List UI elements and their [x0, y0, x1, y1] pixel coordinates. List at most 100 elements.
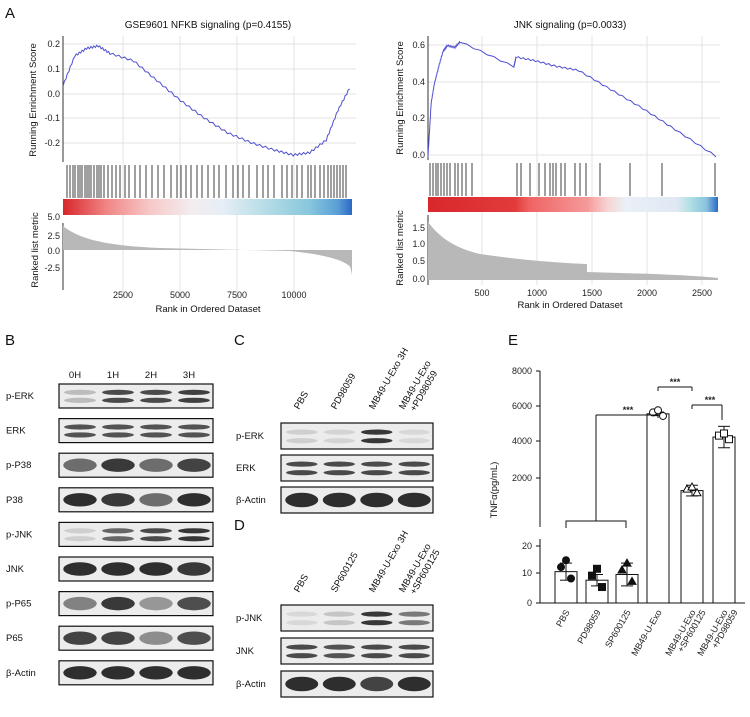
blot-d-lane-labels: PBS SP600125 MB49-U-Exo 3H MB49-U-Exo +S… [292, 529, 442, 597]
blot-band [63, 562, 97, 576]
blot-band [286, 644, 318, 650]
blot-band [178, 528, 210, 534]
panel-e-upper-tick: 8000 [512, 366, 532, 376]
panel-e-sig-label: *** [623, 405, 634, 415]
gsea-right: JNK signaling (p=0.0033) 0.6 0.4 0.2 0.0… [395, 20, 720, 311]
gsea-left-x-tick: 5000 [170, 290, 190, 300]
blot-band [177, 493, 211, 507]
panel-e-datapoint [692, 487, 702, 497]
blot-band [323, 470, 355, 476]
blot-band [323, 653, 355, 659]
blot-strip [280, 604, 434, 632]
blot-row-label: P65 [6, 633, 23, 644]
blot-band [398, 653, 430, 659]
panel-e-bar [680, 490, 704, 604]
blot-band [63, 596, 97, 611]
blot-b-time-label: 1H [107, 370, 119, 381]
blot-band [322, 676, 356, 692]
panel-e-datapoint [654, 406, 662, 415]
gsea-right-metric-area [428, 222, 718, 280]
panel-e-x-label: MB49-U-Exo [629, 608, 663, 658]
blot-row-label: p-ERK [236, 431, 265, 442]
blot-band [101, 493, 135, 507]
blot-band [102, 528, 134, 534]
panel-label-c: C [234, 332, 245, 349]
gsea-right-metric-tick: 0.5 [412, 256, 425, 266]
blot-b: p-ERK ERK p-P38 P38 p-JNK JNK p-P65 P65 β-Actin [6, 383, 214, 686]
panel-e-datapoint [598, 583, 606, 592]
blot-d-lane-label: SP600125 [329, 551, 361, 595]
blot-band [323, 620, 355, 626]
panel-e-x-label: PBS [554, 608, 572, 629]
blot-band [63, 493, 97, 507]
blot-band [63, 631, 97, 645]
blot-band [361, 644, 393, 650]
panel-e-ylabel: TNFα(pg/mL) [489, 462, 500, 519]
blot-band [398, 470, 430, 476]
panel-e-brackets [565, 386, 723, 528]
blot-band [63, 666, 97, 680]
gsea-left-xlabel: Rank in Ordered Dataset [155, 304, 260, 315]
blot-strip [280, 422, 434, 450]
gsea-left-hit-ticks [66, 165, 347, 198]
blot-band [139, 631, 173, 645]
blot-band [177, 562, 211, 576]
panel-e-bar [646, 413, 670, 604]
blot-band [140, 528, 172, 534]
blot-band [398, 461, 430, 467]
blot-band [286, 470, 318, 476]
blot-band [101, 666, 135, 680]
gsea-left-x-tick: 2500 [113, 290, 133, 300]
panel-e-datapoint [725, 435, 733, 444]
blot-band [139, 596, 173, 611]
panel-e-datapoint [687, 482, 697, 491]
blot-band [102, 424, 134, 430]
blot-band [322, 492, 356, 508]
blot-band [398, 644, 430, 650]
panel-e-upper-tick: 4000 [512, 436, 532, 446]
gsea-left-es-tick: 0.1 [47, 64, 60, 74]
blot-row-label: β-Actin [236, 495, 266, 506]
blot-band [398, 620, 430, 626]
panel-e-datapoint [627, 576, 637, 585]
blot-b-time-label: 2H [145, 370, 157, 381]
panel-e-sig-label: *** [705, 395, 716, 405]
panel-e-sig-label: *** [670, 377, 681, 387]
gsea-right-metric-tick: 1.5 [412, 223, 425, 233]
panel-e-datapoint [567, 574, 575, 583]
blot-band [140, 424, 172, 430]
blot-band [398, 438, 430, 444]
panel-e-datapoint [562, 556, 570, 565]
panel-e-upper-tick: 6000 [512, 401, 532, 411]
blot-band [178, 536, 210, 542]
gsea-right-x-tick: 1000 [527, 288, 547, 298]
gsea-right-metric-tick: 0.0 [412, 274, 425, 284]
blot-band [140, 389, 172, 395]
panel-e-datapoint [622, 558, 632, 567]
panel-e-lower-tick: 0 [527, 598, 532, 608]
gsea-right-metric-tick: 1.0 [412, 239, 425, 249]
gsea-right-xlabel: Rank in Ordered Dataset [517, 300, 622, 311]
blot-strip [280, 637, 434, 665]
blot-band [361, 470, 393, 476]
gsea-left-es-line [62, 44, 350, 157]
gsea-right-es-tick: 0.6 [412, 40, 425, 50]
blot-band [323, 429, 355, 435]
blot-band [361, 653, 393, 659]
blot-band [64, 397, 96, 403]
blot-band [323, 611, 355, 617]
blot-band [323, 438, 355, 444]
blot-band [140, 432, 172, 438]
blot-band [323, 461, 355, 467]
blot-band [286, 429, 318, 435]
blot-row-label: P38 [6, 495, 23, 506]
gsea-right-es-tick: 0.0 [412, 150, 425, 160]
gsea-right-x-tick: 1500 [582, 288, 602, 298]
blot-strip [58, 521, 214, 548]
gsea-left-metric-tick: 5.0 [47, 212, 60, 222]
blot-band [177, 666, 211, 680]
blot-band [139, 562, 173, 576]
blot-strip [280, 454, 434, 482]
panel-e-datapoint [588, 571, 596, 580]
panel-label-d: D [234, 517, 245, 534]
